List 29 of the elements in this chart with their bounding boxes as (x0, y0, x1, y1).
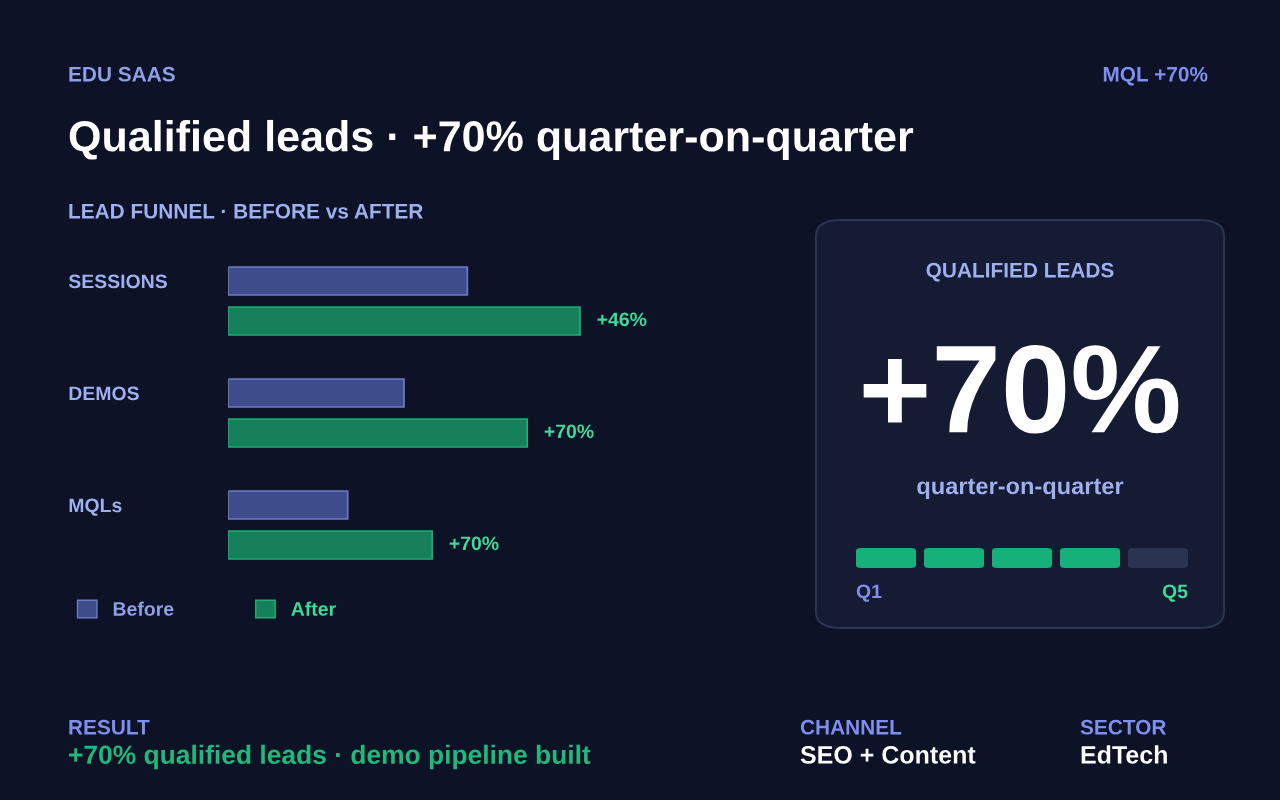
chart-title: Qualified leads · +70% quarter-on-quarter (69, 119, 914, 161)
bar (228, 530, 433, 560)
text: +70% (863, 345, 1179, 434)
legend-label: After (291, 601, 336, 616)
y-tick-label: MQLs (69, 498, 122, 516)
bar (228, 490, 349, 520)
annotation: +70% (544, 424, 594, 439)
text: EdTech (1081, 745, 1167, 764)
text: CHANNEL (800, 719, 902, 735)
text: QUALIFIED LEADS (926, 262, 1114, 282)
text: Q1 (856, 584, 882, 602)
bar (228, 378, 405, 408)
text: SEO + Content (800, 746, 976, 764)
bar (228, 418, 529, 448)
bar (228, 306, 581, 336)
text: SECTOR (1080, 719, 1167, 735)
legend-label: Before (113, 601, 174, 616)
text: RESULT (69, 719, 150, 735)
annotation: +70% (449, 536, 499, 551)
text: +70% qualified leads · demo pipeline built (69, 744, 591, 770)
chart-subtitle: LEAD FUNNEL · BEFORE vs AFTER (69, 203, 423, 219)
bar (228, 266, 469, 296)
annotation: +46% (597, 312, 647, 327)
text: EDU SAAS (69, 66, 175, 82)
y-tick-label: SESSIONS (68, 274, 167, 289)
text: quarter-on-quarter (917, 478, 1124, 500)
text: MQL +70% (1103, 66, 1208, 86)
text: Q5 (1162, 584, 1188, 602)
y-tick-label: DEMOS (69, 386, 139, 401)
